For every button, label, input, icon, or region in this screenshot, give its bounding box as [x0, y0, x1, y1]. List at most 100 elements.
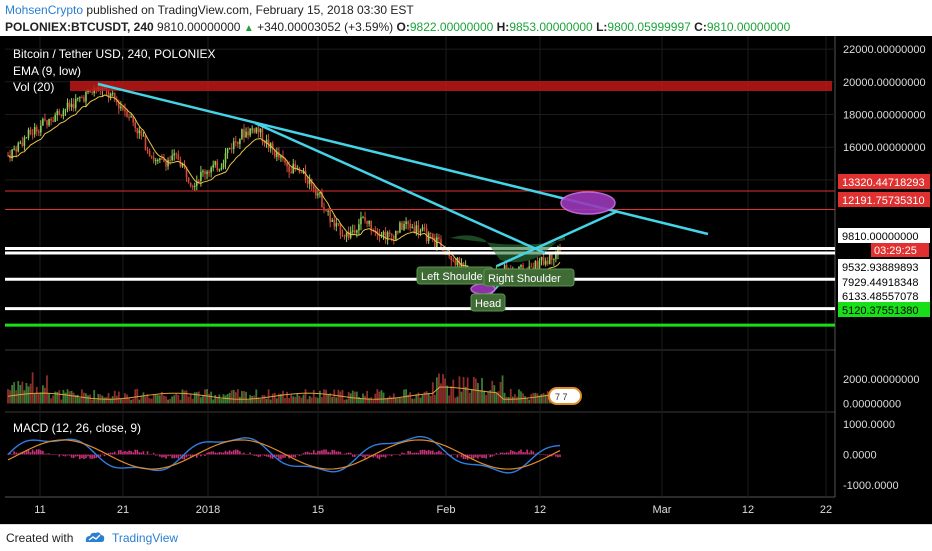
volume-bar: [487, 391, 490, 404]
macd-histogram-bar: [173, 454, 176, 459]
high-label: H:: [496, 20, 510, 34]
volume-bar: [80, 389, 83, 404]
events-badge[interactable]: [548, 387, 582, 405]
volume-bar: [78, 397, 81, 404]
author-link[interactable]: MohsenCrypto: [5, 3, 84, 17]
macd-histogram-bar: [169, 454, 171, 456]
candle-body: [452, 260, 455, 262]
candle-body: [544, 260, 547, 265]
macd-histogram-bar: [224, 450, 227, 455]
candle-body: [214, 161, 217, 165]
volume-bar: [325, 389, 327, 404]
price-level-tag: [838, 302, 930, 317]
volume-bar: [7, 389, 9, 404]
candle-body: [161, 158, 163, 160]
macd-histogram-bar: [446, 454, 448, 456]
x-tick-label: 12: [534, 504, 546, 516]
events-badge-label: 7 7: [555, 392, 568, 402]
volume-bar: [372, 399, 375, 404]
volume-bar: [146, 394, 149, 404]
candle-body: [228, 148, 231, 150]
macd-histogram-bar: [66, 454, 69, 456]
candle-body: [189, 182, 192, 187]
volume-bar: [66, 389, 69, 404]
candle-body: [50, 118, 52, 121]
candle-body: [37, 131, 40, 133]
macd-histogram-bar: [103, 454, 106, 457]
candle-body: [58, 110, 61, 115]
macd-histogram-bar: [477, 454, 479, 459]
macd-histogram-bar: [317, 450, 319, 455]
macd-histogram-bar: [79, 454, 81, 460]
tradingview-brand[interactable]: TradingView: [112, 531, 179, 545]
volume-bar: [370, 397, 373, 404]
macd-histogram-bar: [263, 454, 266, 456]
price-level-tag: [838, 192, 930, 207]
candle-body: [540, 256, 543, 261]
macd-histogram-bar: [218, 451, 221, 455]
volume-bar: [536, 393, 539, 404]
macd-histogram-bar: [134, 449, 137, 455]
macd-histogram-bar: [89, 454, 91, 459]
volume-bar: [292, 396, 295, 404]
volume-bar: [280, 393, 282, 404]
chart-title: Bitcoin / Tether USD, 240, POLONIEX: [13, 47, 216, 61]
volume-bar: [105, 396, 108, 404]
volume-bar: [394, 397, 397, 404]
macd-histogram-bar: [427, 450, 430, 455]
chart-canvas[interactable]: Left Shoulder Right Shoulder Head 7 7 Bi…: [0, 36, 932, 524]
macd-histogram-bar: [206, 452, 208, 455]
macd-histogram-bar: [148, 454, 151, 455]
projection-line[interactable]: [496, 209, 619, 268]
secondary-trendline[interactable]: [254, 121, 546, 255]
macd-histogram-bar: [514, 451, 516, 455]
macd-histogram-bar: [345, 453, 348, 455]
macd-histogram-bar: [479, 454, 481, 457]
macd-histogram-bar: [52, 454, 54, 456]
macd-histogram-bar: [177, 454, 180, 459]
macd-histogram-bar: [555, 454, 557, 457]
macd-histogram-bar: [243, 452, 245, 455]
volume-bar: [310, 397, 313, 404]
chart-area[interactable]: Left Shoulder Right Shoulder Head 7 7 Bi…: [0, 36, 932, 524]
candle-body: [304, 170, 307, 181]
volume-bar: [501, 375, 504, 404]
macd-histogram-bar: [532, 451, 535, 455]
volume-bar: [247, 399, 249, 404]
macd-histogram-bar: [118, 450, 120, 455]
price-level-label: 6133.48557078: [842, 291, 918, 303]
candle-body: [150, 156, 153, 158]
candle-body: [417, 225, 420, 233]
candle-body: [216, 161, 219, 171]
macd-histogram-bar: [187, 454, 190, 456]
candle-body: [134, 122, 137, 128]
candle-body: [83, 97, 85, 102]
created-with-text: Created with: [6, 531, 74, 545]
macd-histogram-bar: [462, 454, 465, 459]
volume-bar: [528, 399, 531, 404]
candle-body: [62, 110, 65, 117]
candle-body: [265, 139, 268, 144]
candle-body: [74, 99, 77, 109]
macd-legend: MACD (12, 26, close, 9): [13, 421, 141, 435]
macd-histogram-bar: [115, 453, 118, 455]
candle-body: [294, 163, 297, 169]
macd-histogram-bar: [337, 451, 340, 455]
vol-legend: Vol (20): [13, 80, 54, 94]
candle-body: [208, 171, 210, 173]
macd-histogram-bar: [378, 454, 381, 460]
volume-bar: [9, 390, 11, 404]
candle-body: [132, 116, 134, 123]
volume-bar: [376, 389, 379, 404]
candle-body: [395, 230, 397, 240]
target-ellipse[interactable]: [560, 191, 616, 215]
candle-body: [144, 135, 147, 150]
resistance-zone[interactable]: [70, 81, 832, 91]
volume-bar: [154, 394, 157, 404]
candle-body: [44, 119, 46, 121]
macd-histogram-bar: [397, 454, 399, 455]
candle-body: [130, 116, 132, 118]
macd-histogram-bar: [495, 452, 498, 455]
candle-body: [401, 222, 403, 230]
candle-body: [360, 217, 362, 225]
